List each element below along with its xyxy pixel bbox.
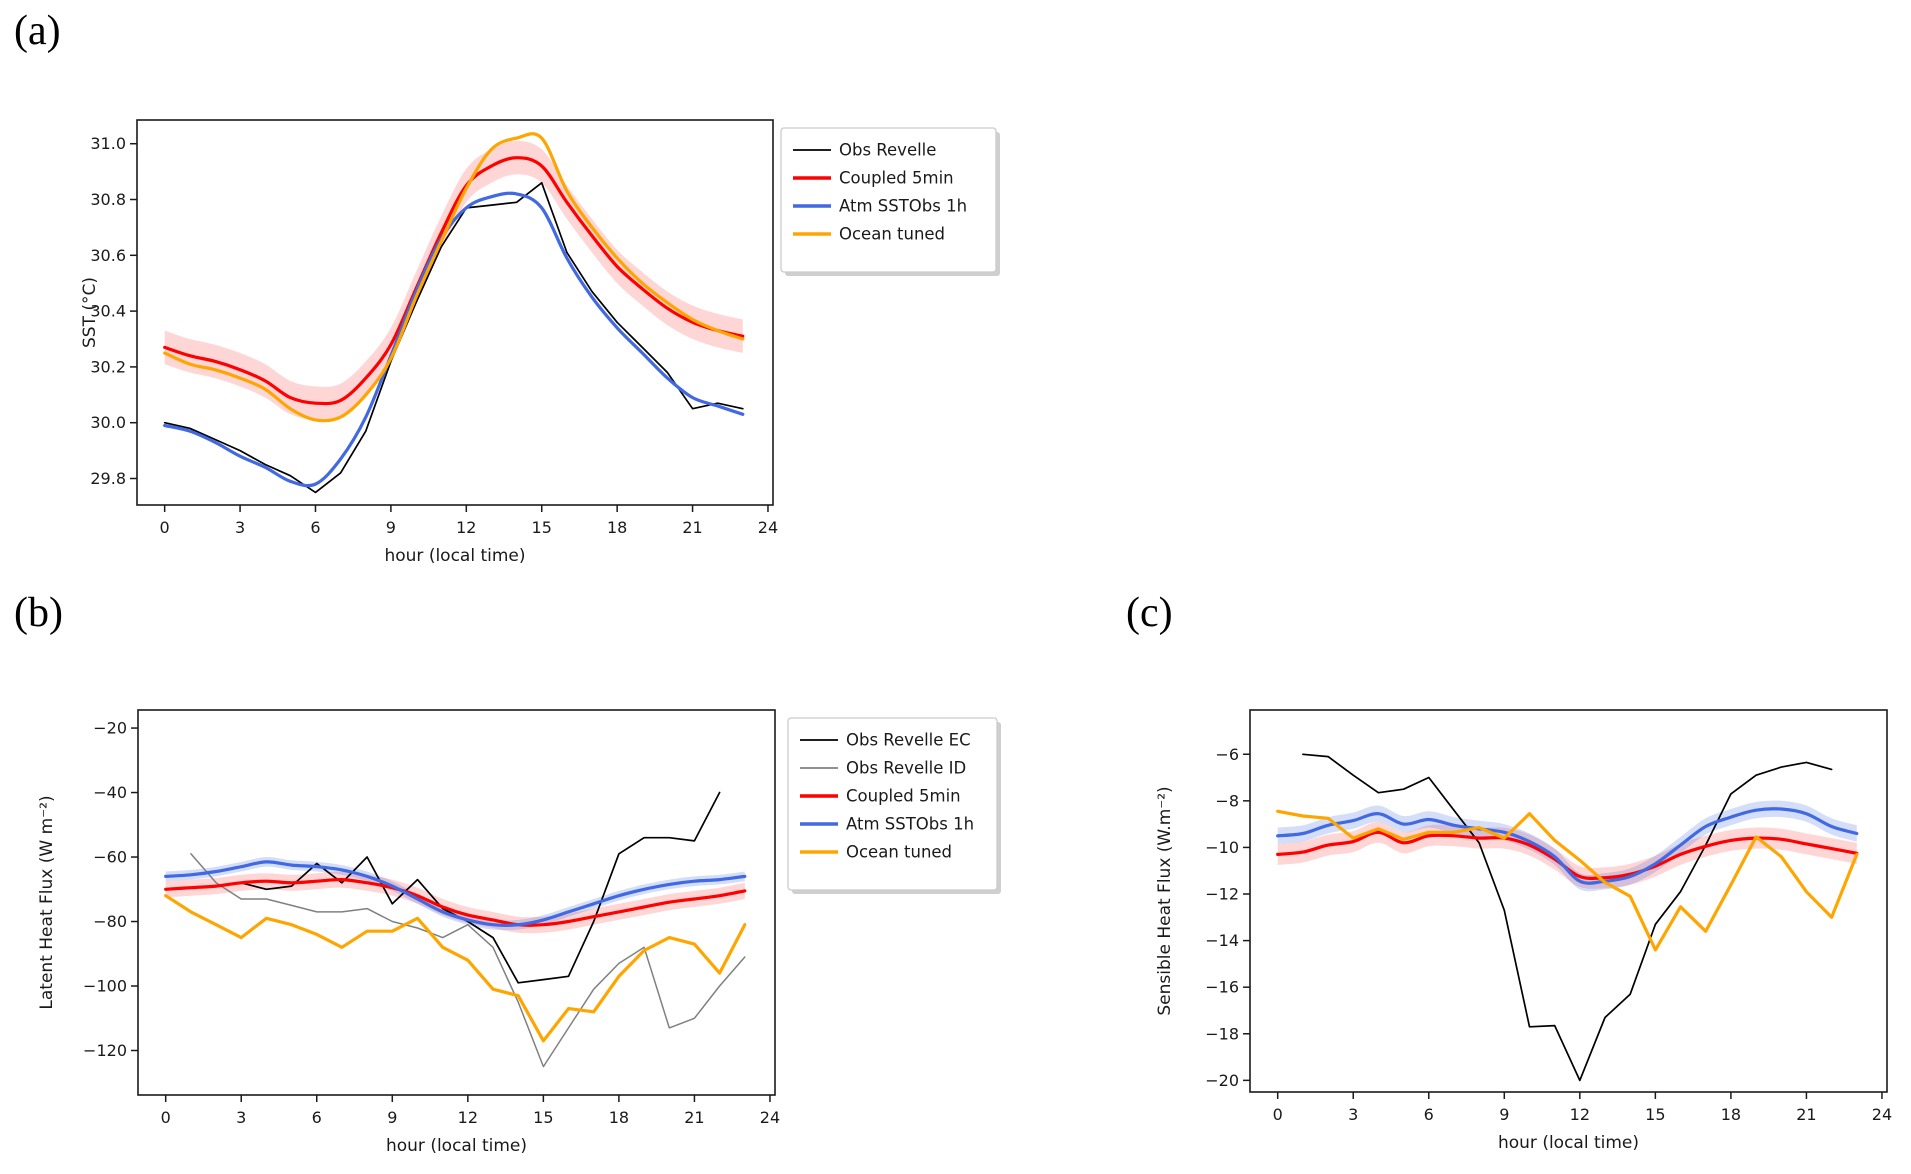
axis-text: Ocean tuned (846, 843, 952, 862)
series-line-atm-sstobs-1h (1276, 807, 1859, 885)
series-line-ocean-tuned (1276, 809, 1859, 952)
series-line-ocean-tuned (163, 132, 745, 423)
axis-text: 30.6 (90, 246, 126, 265)
series-line-obs-revelle (163, 181, 744, 494)
axis-text: Sensible Heat Flux (W.m⁻²) (1155, 786, 1175, 1015)
axis-text: Ocean tuned (839, 225, 945, 244)
axis-text: 6 (1424, 1105, 1434, 1124)
axis-text: hour (local time) (1498, 1133, 1639, 1153)
axis-text: 9 (1499, 1105, 1509, 1124)
axis-text: 3 (1348, 1105, 1358, 1124)
axis-text: 31.0 (90, 134, 126, 153)
axis-text: 15 (1645, 1105, 1665, 1124)
axis-text: 18 (607, 518, 627, 537)
axes-frame (137, 709, 776, 1096)
axis-text: SST (°C) (80, 277, 100, 348)
panel-b: 0 3 6 9 12 15 18 21 24 −120 −100 −80 −60 −40 −20 hour (… (37, 709, 1001, 1156)
axis-text: 12 (456, 518, 476, 537)
axis-text: Obs Revelle (839, 141, 936, 160)
axis-text: 30.0 (90, 413, 126, 432)
panel-label-b: (b) (14, 590, 63, 636)
series-line-obs-revelle-id (190, 853, 746, 1068)
axis-text: 0 (160, 518, 170, 537)
axis-text: 0 (161, 1108, 171, 1127)
series-line-obs-revelle (1302, 753, 1833, 1082)
axis-text: −12 (1205, 885, 1239, 904)
panel-c: 0 3 6 9 12 15 18 21 24 −20 −18 −16 −14 −12 −10 −8 −6 hour… (1155, 709, 1892, 1153)
panel-a: 0 3 6 9 12 15 18 21 24 29.8 30.0 30.2 30.4 30.6 30.8 31… (80, 119, 1000, 566)
axis-text: −14 (1205, 931, 1239, 950)
axis-text: 6 (310, 518, 320, 537)
axis-text: −10 (1205, 838, 1239, 857)
axis-text: Obs Revelle ID (846, 759, 966, 778)
axis-text: −20 (93, 719, 127, 738)
axis-text: −8 (1215, 791, 1239, 810)
axis-text: 24 (758, 518, 778, 537)
axis-text: 30.4 (90, 302, 126, 321)
series-band-coupled-5min (165, 871, 745, 934)
axis-text: Obs Revelle EC (846, 731, 971, 750)
panel-label-a: (a) (14, 8, 61, 54)
series-band-atm-sstobs-1h (165, 856, 745, 931)
legend-box (787, 717, 998, 891)
axis-text: −40 (93, 783, 127, 802)
axis-text: 9 (386, 518, 396, 537)
axis-text: Coupled 5min (839, 169, 954, 188)
series-band-coupled-5min (164, 140, 743, 421)
axis-text: Atm SSTObs 1h (839, 197, 967, 216)
series-line-coupled-5min (163, 156, 745, 406)
axis-text: 21 (1796, 1105, 1816, 1124)
axis-text: 3 (235, 518, 245, 537)
axis-text: 24 (1872, 1105, 1892, 1124)
panel-label-c: (c) (1126, 590, 1173, 636)
axis-text: 29.8 (90, 469, 126, 488)
axis-text: hour (local time) (384, 546, 525, 566)
axis-text: 18 (609, 1108, 629, 1127)
legend-box (780, 127, 997, 273)
axis-text: 21 (682, 518, 702, 537)
axis-text: −18 (1205, 1024, 1239, 1043)
axis-text: −6 (1215, 745, 1239, 764)
axis-text: −100 (83, 977, 127, 996)
axis-text: −60 (93, 848, 127, 867)
axis-text: 15 (532, 518, 552, 537)
axis-text: −80 (93, 912, 127, 931)
axes-frame (1249, 709, 1888, 1093)
series-band-coupled-5min (1277, 821, 1857, 889)
series-line-atm-sstobs-1h (164, 860, 747, 927)
legend: Obs Revelle Coupled 5min Atm SSTObs 1h Ocea… (780, 127, 1000, 276)
series-line-atm-sstobs-1h (163, 191, 745, 488)
axis-text: Latent Heat Flux (W m⁻²) (37, 795, 57, 1009)
axis-text: 3 (236, 1108, 246, 1127)
axis-text: Coupled 5min (846, 787, 961, 806)
axis-text: 6 (312, 1108, 322, 1127)
series-line-ocean-tuned (164, 894, 747, 1043)
legend: Obs Revelle EC Obs Revelle ID Coupled 5min… (787, 717, 1001, 894)
axis-text: hour (local time) (386, 1136, 527, 1156)
axis-text: −120 (83, 1041, 127, 1060)
axis-text: 12 (1570, 1105, 1590, 1124)
axis-text: 18 (1721, 1105, 1741, 1124)
axis-text: 30.2 (90, 357, 126, 376)
axes-frame (136, 119, 774, 506)
axis-text: 24 (760, 1108, 780, 1127)
axis-text: 21 (684, 1108, 704, 1127)
axis-text: 12 (458, 1108, 478, 1127)
axis-text: Atm SSTObs 1h (846, 815, 974, 834)
axis-text: 30.8 (90, 190, 126, 209)
axis-text: 9 (387, 1108, 397, 1127)
axis-text: −20 (1205, 1071, 1239, 1090)
series-line-coupled-5min (164, 877, 747, 927)
axis-text: 0 (1273, 1105, 1283, 1124)
axis-text: 15 (533, 1108, 553, 1127)
axis-text: −16 (1205, 978, 1239, 997)
